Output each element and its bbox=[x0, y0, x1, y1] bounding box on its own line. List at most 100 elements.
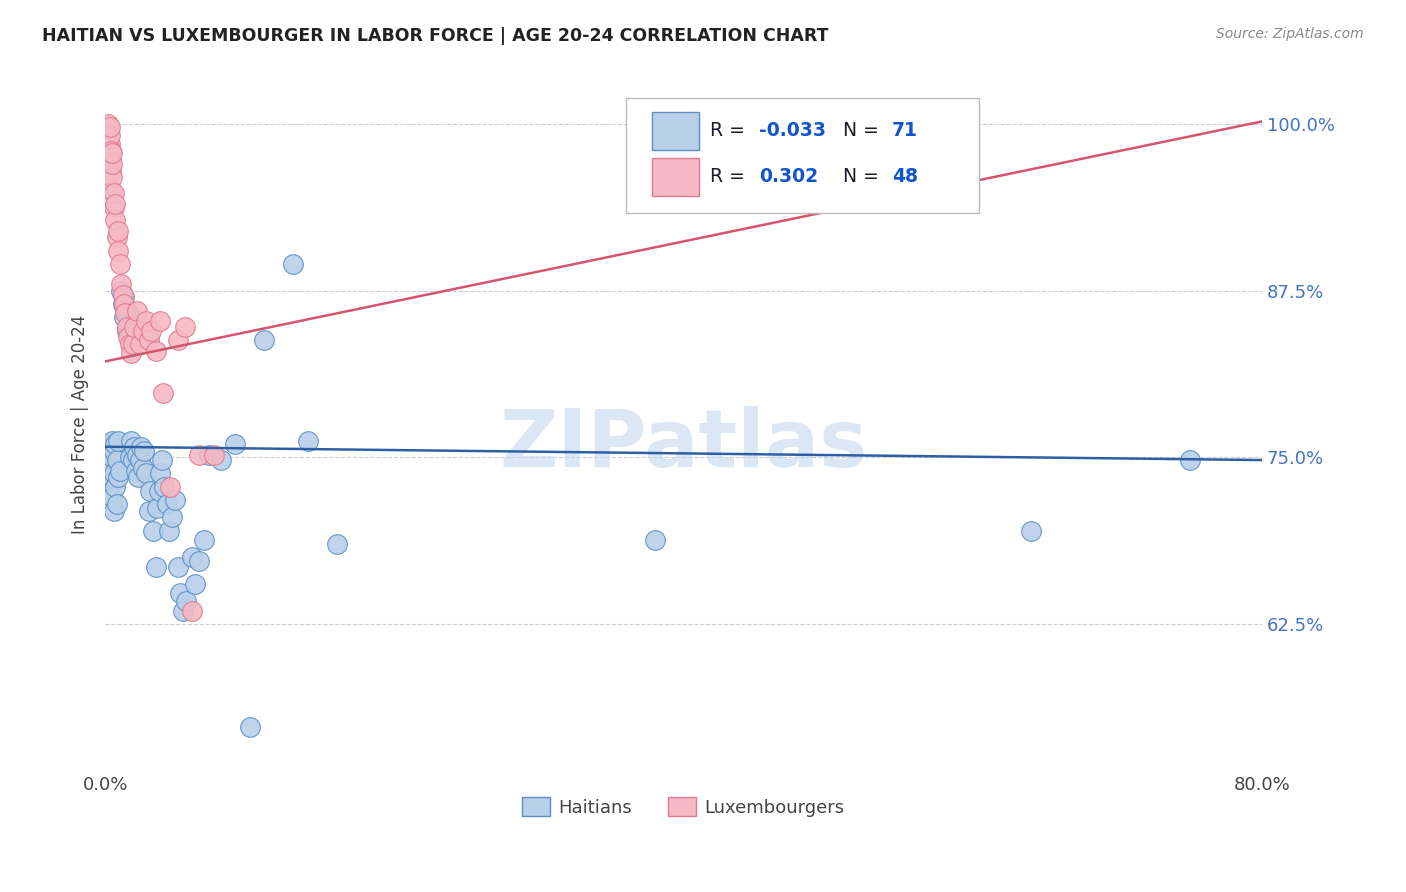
Point bbox=[120, 346, 142, 360]
Point bbox=[156, 497, 179, 511]
Point bbox=[98, 120, 121, 134]
Point bbox=[283, 257, 305, 271]
Point bbox=[103, 443, 125, 458]
Point bbox=[101, 146, 124, 161]
Point bbox=[1178, 453, 1201, 467]
Point bbox=[166, 333, 188, 347]
Point bbox=[97, 443, 120, 458]
Point bbox=[125, 448, 148, 462]
Point bbox=[122, 319, 145, 334]
Text: Source: ZipAtlas.com: Source: ZipAtlas.com bbox=[1216, 27, 1364, 41]
Point bbox=[112, 297, 135, 311]
Bar bbox=[652, 158, 699, 195]
Point bbox=[98, 464, 121, 478]
Point bbox=[104, 197, 127, 211]
Point bbox=[198, 448, 221, 462]
Point bbox=[169, 586, 191, 600]
Point bbox=[134, 443, 156, 458]
Point bbox=[103, 467, 125, 481]
Point bbox=[131, 440, 153, 454]
Point bbox=[153, 480, 176, 494]
Point bbox=[112, 310, 135, 325]
Point bbox=[97, 117, 120, 131]
Point bbox=[107, 224, 129, 238]
Point bbox=[112, 290, 135, 304]
Point bbox=[103, 504, 125, 518]
Point bbox=[114, 303, 136, 318]
Point bbox=[184, 577, 207, 591]
Text: 48: 48 bbox=[891, 167, 918, 186]
Point bbox=[101, 157, 124, 171]
Point bbox=[188, 448, 211, 462]
Point bbox=[101, 491, 124, 505]
Point bbox=[101, 170, 124, 185]
Point bbox=[132, 324, 155, 338]
Y-axis label: In Labor Force | Age 20-24: In Labor Force | Age 20-24 bbox=[72, 315, 89, 533]
Text: -0.033: -0.033 bbox=[759, 121, 825, 140]
Point bbox=[101, 184, 124, 198]
Point bbox=[139, 483, 162, 498]
Point bbox=[97, 124, 120, 138]
Text: 71: 71 bbox=[891, 121, 918, 140]
Point bbox=[105, 230, 128, 244]
Point bbox=[644, 117, 666, 131]
Point bbox=[132, 461, 155, 475]
Point bbox=[117, 306, 139, 320]
Point bbox=[101, 434, 124, 449]
Point bbox=[97, 137, 120, 152]
Point bbox=[157, 524, 180, 538]
Point bbox=[193, 533, 215, 547]
Point bbox=[224, 437, 246, 451]
Point bbox=[172, 604, 194, 618]
Text: N =: N = bbox=[844, 167, 884, 186]
Point bbox=[114, 306, 136, 320]
Point bbox=[100, 440, 122, 454]
Point bbox=[98, 128, 121, 142]
Point bbox=[115, 324, 138, 338]
Point bbox=[104, 437, 127, 451]
Point bbox=[121, 453, 143, 467]
Point bbox=[103, 186, 125, 201]
Point bbox=[135, 467, 157, 481]
Point bbox=[146, 501, 169, 516]
Point bbox=[110, 284, 132, 298]
Point bbox=[325, 537, 347, 551]
Point bbox=[149, 314, 172, 328]
Text: N =: N = bbox=[844, 121, 884, 140]
Point bbox=[160, 510, 183, 524]
Point bbox=[142, 524, 165, 538]
Point bbox=[1019, 524, 1042, 538]
Point bbox=[166, 559, 188, 574]
Point bbox=[107, 434, 129, 449]
Point bbox=[145, 343, 167, 358]
Point bbox=[253, 333, 276, 347]
Point bbox=[297, 434, 319, 449]
Point bbox=[163, 493, 186, 508]
Point bbox=[174, 594, 197, 608]
Point bbox=[122, 440, 145, 454]
Point bbox=[145, 559, 167, 574]
Point bbox=[100, 154, 122, 169]
Point bbox=[141, 324, 163, 338]
Text: R =: R = bbox=[710, 121, 751, 140]
Point bbox=[149, 467, 172, 481]
Point bbox=[209, 453, 232, 467]
Point bbox=[111, 287, 134, 301]
Point bbox=[100, 457, 122, 471]
Point bbox=[138, 504, 160, 518]
Point bbox=[103, 200, 125, 214]
Point bbox=[100, 163, 122, 178]
Point bbox=[100, 477, 122, 491]
Point bbox=[159, 480, 181, 494]
Point bbox=[111, 297, 134, 311]
Point bbox=[98, 137, 121, 152]
Point bbox=[100, 144, 122, 158]
Point bbox=[101, 450, 124, 465]
Point bbox=[138, 333, 160, 347]
Point bbox=[107, 470, 129, 484]
Point bbox=[104, 213, 127, 227]
Legend: Haitians, Luxembourgers: Haitians, Luxembourgers bbox=[515, 790, 852, 824]
Point bbox=[181, 550, 204, 565]
Point bbox=[129, 453, 152, 467]
Point bbox=[202, 448, 225, 462]
